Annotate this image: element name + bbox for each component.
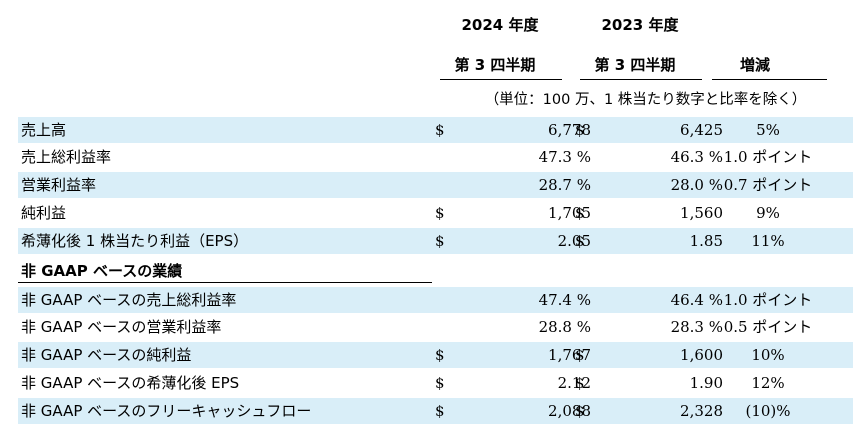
table-row: 非 GAAP ベースの純利益 $ 1,767 $ 1,600 10% [18,342,853,368]
header-year-2024: 2024 年度 [461,16,539,34]
currency-2024: $ [435,346,445,364]
currency-2024: $ [435,232,445,250]
row-label: 非 GAAP ベースの営業利益率 [21,318,222,336]
row-label: 売上高 [21,121,67,139]
row-label: 売上総利益率 [21,148,112,166]
header-q3-2023: 第 3 四半期 [594,56,676,74]
value-2024: 2,088 [548,402,591,420]
change-value: 11% [751,232,785,250]
value-2023: 28.3 % [670,318,723,336]
value-2024: 28.7 % [538,176,591,194]
value-2024: 1,705 [548,204,591,222]
header-underline-change [712,79,827,80]
row-label: 純利益 [21,204,67,222]
unit-note: （単位：100 万、1 株当たり数字と比率を除く） [484,92,807,108]
currency-2023: $ [575,121,585,139]
change-value: 12% [751,374,785,392]
change-value: 1.0 ポイント [723,291,813,309]
change-value: 9% [756,204,780,222]
change-value: 10% [751,346,785,364]
table-row: 純利益 $ 1,705 $ 1,560 9% [18,200,853,226]
value-2023: 46.3 % [670,148,723,166]
currency-2023: $ [575,204,585,222]
value-2023: 28.0 % [670,176,723,194]
currency-2023: $ [575,232,585,250]
row-label: 非 GAAP ベースの希薄化後 EPS [21,374,240,392]
value-2024: 2.12 [557,374,591,392]
row-label: 営業利益率 [21,176,97,194]
row-label: 希薄化後 1 株当たり利益（EPS） [21,232,249,250]
value-2024: 47.4 % [538,291,591,309]
value-2023: 1.90 [689,374,723,392]
value-2024: 28.8 % [538,318,591,336]
currency-2023: $ [575,346,585,364]
table-row: 売上高 $ 6,778 $ 6,425 5% [18,117,853,143]
value-2023: 1,560 [680,204,723,222]
value-2023: 1.85 [689,232,723,250]
value-2024: 1,767 [548,346,591,364]
currency-2024: $ [435,204,445,222]
row-label: 非 GAAP ベースのフリーキャッシュフロー [21,402,312,420]
row-label: 非 GAAP ベースの売上総利益率 [21,291,237,309]
section-underline [18,282,432,283]
header-underline-2023 [580,79,702,80]
table-row: 非 GAAP ベースのフリーキャッシュフロー $ 2,088 $ 2,328 (… [18,398,853,424]
currency-2023: $ [575,374,585,392]
currency-2024: $ [435,374,445,392]
section-title: 非 GAAP ベースの業績 [21,262,183,280]
change-value: 1.0 ポイント [723,148,813,166]
header-q3-2024: 第 3 四半期 [454,56,536,74]
table-row: 希薄化後 1 株当たり利益（EPS） $ 2.05 $ 1.85 11% [18,228,853,254]
currency-2023: $ [575,402,585,420]
value-2023: 1,600 [680,346,723,364]
change-value: 0.5 ポイント [723,318,813,336]
value-2024: 6,778 [548,121,591,139]
value-2024: 47.3 % [538,148,591,166]
table-row: 営業利益率 28.7 % 28.0 % 0.7 ポイント [18,172,853,198]
change-value: 5% [756,121,780,139]
row-label: 非 GAAP ベースの純利益 [21,346,192,364]
currency-2024: $ [435,121,445,139]
table-row: 非 GAAP ベースの営業利益率 28.8 % 28.3 % 0.5 ポイント [18,314,853,340]
change-value: 0.7 ポイント [723,176,813,194]
value-2024: 2.05 [557,232,591,250]
table-row: 非 GAAP ベースの売上総利益率 47.4 % 46.4 % 1.0 ポイント [18,287,853,313]
value-2023: 46.4 % [670,291,723,309]
table-row: 非 GAAP ベースの希薄化後 EPS $ 2.12 $ 1.90 12% [18,370,853,396]
header-change: 増減 [739,56,770,74]
change-value: (10)% [745,402,791,420]
header-underline-2024 [440,79,562,80]
currency-2024: $ [435,402,445,420]
table-row: 売上総利益率 47.3 % 46.3 % 1.0 ポイント [18,144,853,170]
value-2023: 2,328 [680,402,723,420]
value-2023: 6,425 [680,121,723,139]
header-year-2023: 2023 年度 [601,16,679,34]
